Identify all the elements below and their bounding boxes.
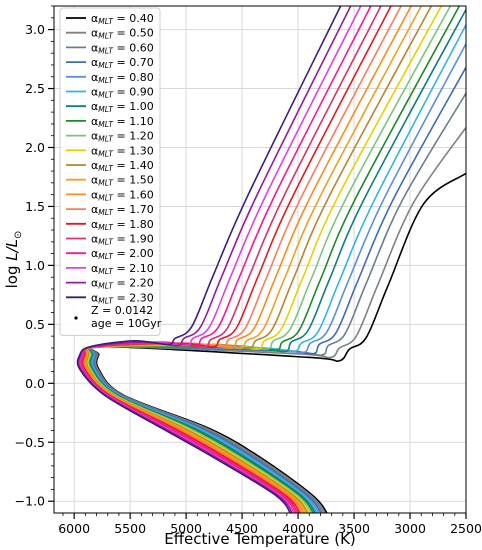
legend-annotation-line1: Z = 0.0142	[91, 304, 153, 317]
y-tick-label: −0.5	[15, 435, 45, 450]
y-tick-label: 2.5	[25, 81, 45, 96]
legend-label: αMLT = 0.50	[91, 27, 154, 41]
legend-label: αMLT = 1.50	[91, 174, 154, 188]
legend-label: αMLT = 1.10	[91, 115, 154, 129]
x-tick-label: 3000	[394, 521, 426, 536]
y-axis-label: log L/L⊙	[3, 231, 24, 289]
legend-label: αMLT = 2.20	[91, 277, 154, 291]
x-tick-label: 5500	[114, 521, 146, 536]
x-tick-label: 6000	[58, 521, 90, 536]
y-tick-label: 3.0	[25, 22, 45, 37]
legend-label: αMLT = 1.60	[91, 188, 154, 202]
y-tick-label: 2.0	[25, 140, 45, 155]
x-axis-label: Effective Temperature (K)	[164, 530, 356, 548]
plot-frame	[53, 5, 467, 514]
legend-label: αMLT = 0.60	[91, 41, 154, 55]
y-tick-label: 0.0	[25, 376, 45, 391]
x-tick-label: 4000	[282, 521, 314, 536]
legend-label: αMLT = 1.20	[91, 130, 154, 144]
legend-label: αMLT = 0.80	[91, 71, 154, 85]
x-tick-label: 3500	[338, 521, 370, 536]
series-line-2-30	[76, 6, 342, 513]
axis-ticks: 6000 5500 5000 4500 4000 3500 3000 2500 −1.0 −0.5…	[15, 5, 482, 536]
legend-label: αMLT = 0.70	[91, 56, 154, 70]
legend-label: αMLT = 1.40	[91, 159, 154, 173]
legend-label: αMLT = 0.90	[91, 86, 154, 100]
x-tick-label: 5000	[170, 521, 202, 536]
legend-label: αMLT = 0.40	[91, 12, 154, 26]
legend-label: αMLT = 1.30	[91, 144, 154, 158]
y-tick-label: 1.0	[25, 258, 45, 273]
y-tick-label: −1.0	[15, 494, 45, 509]
legend-label: αMLT = 1.70	[91, 203, 154, 217]
legend-label: αMLT = 2.00	[91, 247, 154, 261]
legend-label: αMLT = 1.80	[91, 218, 154, 232]
x-tick-label: 2500	[450, 521, 482, 536]
legend-annotation-line2: age = 10Gyr	[91, 317, 162, 330]
y-tick-label: 0.5	[25, 317, 45, 332]
y-tick-label: 1.5	[25, 199, 45, 214]
legend-marker	[74, 316, 78, 320]
legend-label: αMLT = 2.10	[91, 262, 154, 276]
series-lines	[76, 6, 466, 513]
legend-label: αMLT = 1.00	[91, 100, 154, 114]
series-line-2-20	[77, 6, 352, 513]
x-tick-label: 4500	[226, 521, 258, 536]
legend-label: αMLT = 1.90	[91, 233, 154, 247]
legend-label: αMLT = 2.30	[91, 291, 154, 305]
